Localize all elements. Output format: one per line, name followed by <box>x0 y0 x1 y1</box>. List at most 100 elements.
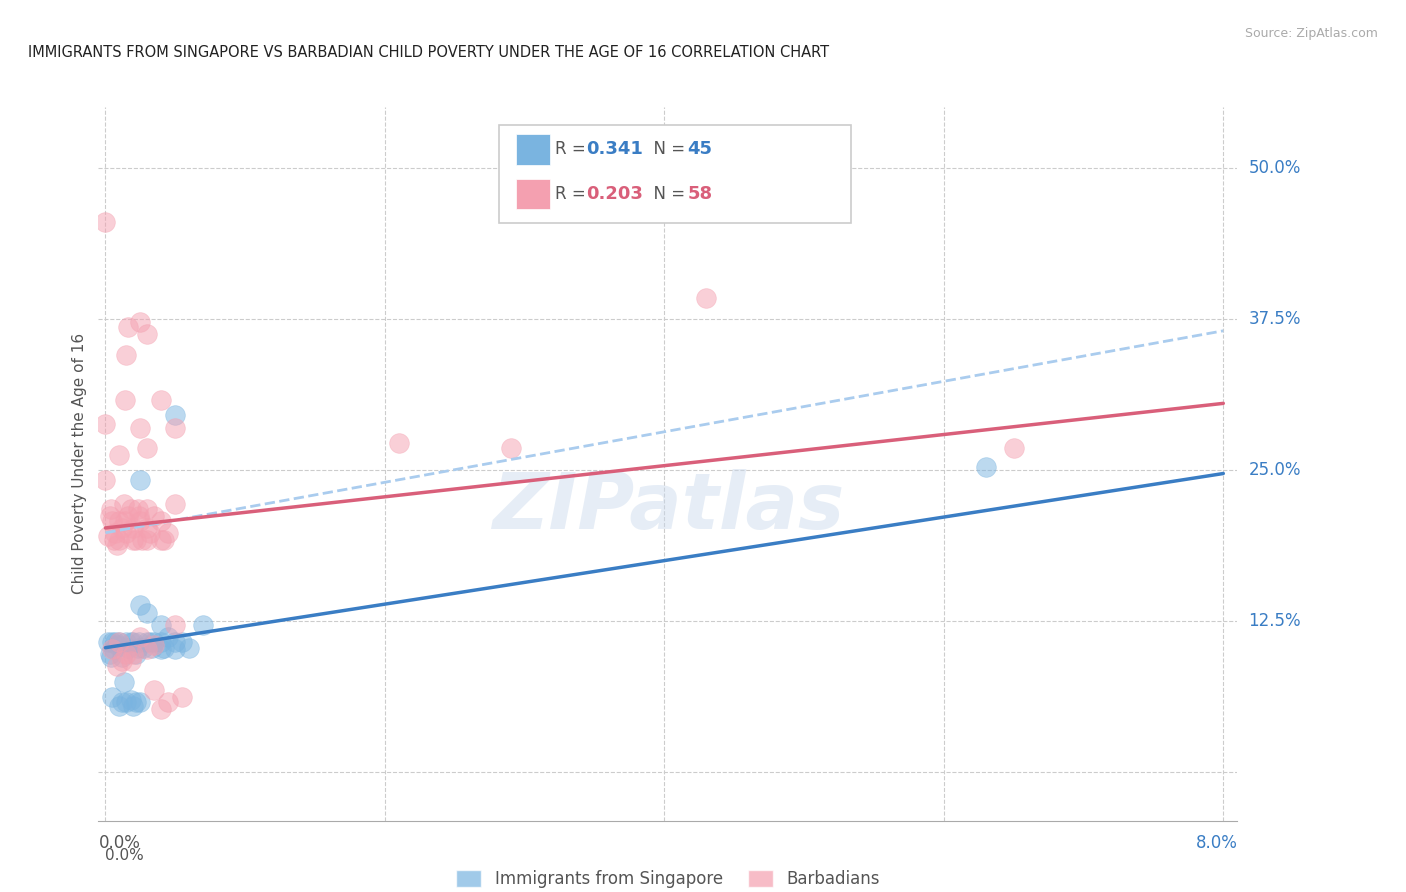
Point <box>136 634 159 648</box>
Point <box>94 417 117 431</box>
Point <box>143 508 166 523</box>
Text: N =: N = <box>643 185 690 203</box>
Point <box>129 420 152 434</box>
Point <box>122 634 145 648</box>
Point <box>132 640 155 655</box>
Point <box>115 647 138 661</box>
Point <box>108 449 131 463</box>
Point <box>136 533 159 547</box>
Point <box>150 634 173 648</box>
Point <box>108 634 131 648</box>
Point <box>150 533 173 547</box>
Text: 58: 58 <box>688 185 713 203</box>
Point <box>157 630 180 644</box>
Text: N =: N = <box>643 140 690 159</box>
Point <box>129 473 152 487</box>
Point <box>143 638 166 652</box>
Point <box>98 508 121 523</box>
Point <box>125 533 148 547</box>
Point <box>129 315 152 329</box>
Text: 0.203: 0.203 <box>586 185 643 203</box>
Text: R =: R = <box>555 185 592 203</box>
Point <box>104 525 127 540</box>
Text: 8.0%: 8.0% <box>1195 834 1237 852</box>
Point <box>150 641 173 656</box>
Point <box>129 695 152 709</box>
Point <box>129 630 152 644</box>
Point <box>104 634 127 648</box>
Point <box>129 599 152 613</box>
Text: 0.0%: 0.0% <box>105 847 145 863</box>
Point <box>120 634 142 648</box>
Point <box>108 533 131 547</box>
Point <box>157 525 180 540</box>
Point <box>111 695 134 709</box>
Point <box>115 525 138 540</box>
Point <box>122 533 145 547</box>
Point <box>115 348 138 362</box>
Point <box>136 327 159 342</box>
Point <box>136 641 159 656</box>
Point <box>94 215 117 229</box>
Point <box>127 501 149 516</box>
Point <box>153 533 176 547</box>
Point <box>94 473 117 487</box>
Point <box>117 320 139 334</box>
Point <box>165 409 187 423</box>
Point <box>165 641 187 656</box>
Text: 0.0%: 0.0% <box>98 834 141 852</box>
Point <box>141 640 163 655</box>
Point <box>1002 441 1025 455</box>
Point <box>165 617 187 632</box>
Point <box>143 634 166 648</box>
Point <box>105 538 128 552</box>
Point <box>129 514 152 528</box>
Point <box>117 640 139 655</box>
Point <box>136 501 159 516</box>
Point <box>101 690 124 705</box>
Point <box>499 441 522 455</box>
Point <box>127 640 149 655</box>
Point <box>103 641 125 656</box>
Point <box>128 508 150 523</box>
Point <box>172 634 194 648</box>
Text: 37.5%: 37.5% <box>1249 310 1301 327</box>
Text: 45: 45 <box>688 140 713 159</box>
Point <box>98 647 121 661</box>
Point <box>122 647 145 661</box>
Point <box>122 521 145 535</box>
Point <box>125 695 148 709</box>
Point <box>157 695 180 709</box>
Point <box>105 638 128 652</box>
Text: 0.341: 0.341 <box>586 140 643 159</box>
Point <box>388 436 411 450</box>
Point <box>165 634 187 648</box>
Point <box>150 392 173 407</box>
Text: R =: R = <box>555 140 592 159</box>
Point <box>139 525 162 540</box>
Point <box>112 674 135 689</box>
Text: 25.0%: 25.0% <box>1249 461 1301 479</box>
Point <box>179 640 201 655</box>
Point <box>112 497 135 511</box>
Point <box>108 514 131 528</box>
Text: Source: ZipAtlas.com: Source: ZipAtlas.com <box>1244 27 1378 40</box>
Point <box>193 617 215 632</box>
Point <box>150 514 173 528</box>
Point <box>103 533 125 547</box>
Point <box>125 647 148 661</box>
Point <box>974 460 997 475</box>
Point <box>120 692 142 706</box>
Point <box>101 641 124 656</box>
Point <box>128 634 150 648</box>
Point <box>120 501 142 516</box>
Text: ZIPatlas: ZIPatlas <box>492 468 844 545</box>
Point <box>122 698 145 713</box>
Point <box>114 514 136 528</box>
Point <box>165 420 187 434</box>
Point <box>105 658 128 673</box>
Point <box>136 521 159 535</box>
Point <box>695 291 717 305</box>
Point <box>150 617 173 632</box>
Point <box>153 640 176 655</box>
